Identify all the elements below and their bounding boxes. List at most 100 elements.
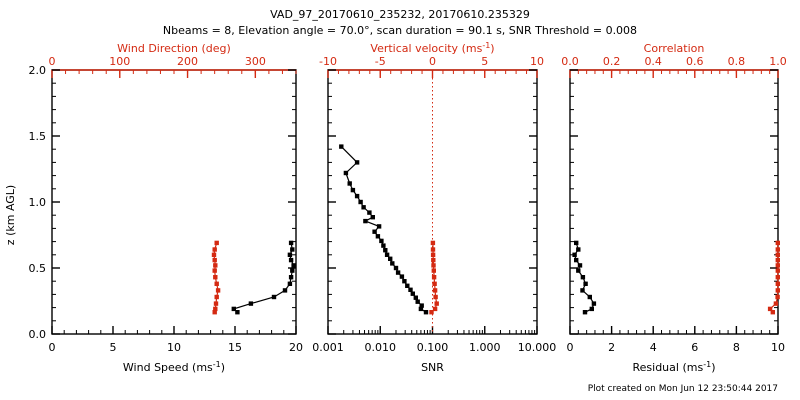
series-marker [231, 306, 236, 312]
y-tick-label: 0.0 [29, 328, 47, 341]
series-marker [775, 247, 780, 252]
series-marker [583, 281, 588, 286]
y-tick-label: 2.0 [29, 64, 47, 77]
series-marker [415, 299, 420, 304]
top-axis: -10 -5 0 5 10 [319, 55, 544, 78]
bottom-axis: 0.001 0.010 0.100 1.000 10.000 [312, 326, 556, 354]
series-marker [375, 234, 381, 239]
top-axis: 0.0 0.2 0.4 0.6 0.8 1.0 [561, 55, 787, 78]
data-series [767, 240, 780, 315]
top-axis: 0 100 200 300 [49, 55, 297, 78]
series-marker [288, 275, 294, 280]
x-tick-label: 1.000 [469, 341, 501, 354]
series-marker [354, 160, 360, 165]
series-marker [576, 247, 581, 252]
x-tick-label: 0 [49, 341, 56, 354]
series-marker [430, 247, 436, 252]
series-marker [343, 170, 349, 176]
series-marker [212, 247, 217, 252]
series-marker [431, 257, 436, 263]
chart-panel-1: 0 5 10 15 20 Wind Speed (ms-1) 0 100 200 300 Wind … [29, 42, 304, 374]
x-axis-label-bottom: Residual (ms-1) [633, 360, 716, 374]
series-marker [432, 281, 437, 286]
x-tick-label: 0 [567, 341, 574, 354]
data-series [429, 240, 439, 315]
series-marker [418, 306, 424, 312]
series-marker [574, 257, 579, 263]
series-marker [591, 301, 597, 306]
chart-panel-2: 0.001 0.010 0.100 1.000 10.000 SNR -10 -5 0 5 10 Ve… [312, 41, 556, 374]
x-tick-label-top: 0 [429, 55, 436, 68]
series-marker [589, 306, 594, 312]
series-marker [775, 252, 780, 257]
series-marker [577, 263, 583, 268]
series-marker [291, 263, 296, 268]
series-marker [572, 252, 577, 257]
y-axis-label: z (km AGL) [4, 185, 17, 245]
series-marker [775, 257, 780, 263]
series-marker [580, 275, 586, 280]
x-axis-label-top: Correlation [644, 42, 705, 55]
series-marker [429, 310, 434, 315]
x-tick-label: 0.010 [365, 341, 397, 354]
y-tick-label: 1.0 [29, 196, 47, 209]
series-marker [388, 256, 393, 261]
series-marker [211, 252, 217, 257]
series-marker [282, 288, 288, 293]
series-marker [381, 243, 386, 248]
series-marker [214, 240, 219, 246]
series-marker [358, 199, 363, 205]
y-tick-label: 1.5 [29, 130, 47, 143]
x-tick-label: 4 [650, 341, 657, 354]
series-marker [376, 224, 382, 229]
series-marker [354, 193, 360, 199]
series-marker [287, 281, 293, 286]
series-marker [370, 215, 375, 220]
series-marker [775, 268, 780, 273]
series-marker [215, 288, 221, 293]
series-marker [213, 263, 218, 268]
x-tick-label: 0.001 [312, 341, 344, 354]
series-marker [367, 210, 372, 215]
series-marker [372, 229, 377, 234]
series-marker [213, 301, 219, 306]
chart-panel-3: 0 2 4 6 8 10 Residual (ms-1) 0.0 0.2 0.4 0.6 0.8 1.0… [561, 42, 787, 374]
series-marker [248, 301, 254, 306]
series-marker [212, 268, 217, 273]
x-tick-label: 20 [289, 341, 303, 354]
series-marker [212, 310, 217, 315]
series-marker [432, 306, 438, 312]
x-axis-label-bottom: SNR [421, 361, 444, 374]
data-series [211, 240, 221, 315]
data-series [572, 240, 597, 315]
x-tick-label-top: 10 [530, 55, 544, 68]
series-marker [419, 303, 424, 308]
x-tick-label: 10 [167, 341, 181, 354]
x-tick-label: 5 [110, 341, 117, 354]
series-marker [775, 288, 780, 293]
x-tick-label: 15 [228, 341, 242, 354]
series-marker [574, 240, 579, 246]
series-marker [214, 294, 219, 300]
series-marker [271, 294, 277, 300]
series-marker [390, 261, 395, 266]
series-marker [587, 294, 592, 300]
series-marker [288, 240, 294, 246]
x-tick-label: 8 [733, 341, 740, 354]
x-tick-label-top: 0.2 [603, 55, 621, 68]
series-marker [582, 310, 588, 315]
x-tick-label-top: 0.8 [728, 55, 746, 68]
x-tick-label-top: 0.4 [644, 55, 662, 68]
x-tick-label-top: 0 [49, 55, 56, 68]
data-series [339, 144, 429, 315]
x-tick-label-top: 300 [245, 55, 266, 68]
series-marker [212, 257, 217, 263]
series-marker [430, 252, 436, 257]
series-marker [379, 238, 384, 244]
series-marker [395, 270, 401, 275]
y-axis [328, 69, 537, 335]
series-marker [408, 287, 413, 292]
x-tick-label-top: 100 [109, 55, 130, 68]
series-marker [290, 268, 295, 273]
